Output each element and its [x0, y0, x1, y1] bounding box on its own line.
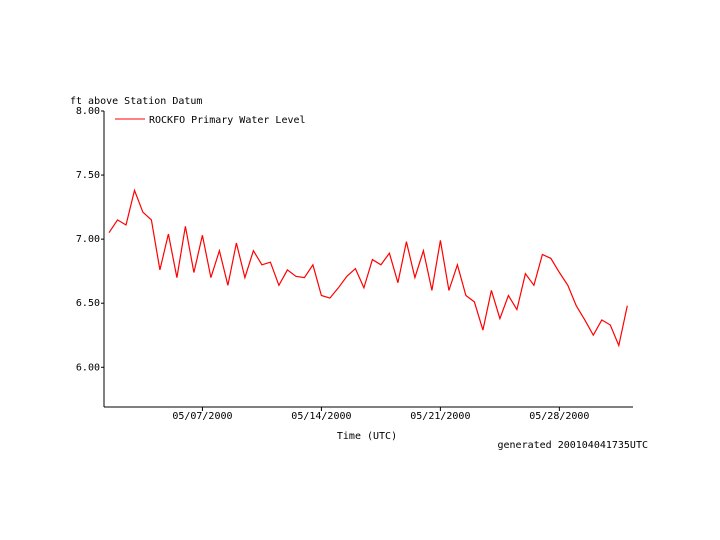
footer: generated 200104041735UTC	[497, 440, 648, 451]
x-axis-label: Time (UTC)	[337, 431, 397, 442]
y-tick-label: 7.00	[76, 234, 100, 245]
y-axis-label: ft above Station Datum	[70, 96, 202, 107]
y-tick-label: 6.00	[76, 362, 100, 373]
y-tick-label: 7.50	[76, 170, 100, 181]
x-tick-label: 05/14/2000	[291, 411, 351, 422]
x-tick-label: 05/07/2000	[172, 411, 232, 422]
data-line	[108, 188, 628, 348]
x-tick-label: 05/28/2000	[529, 411, 589, 422]
y-tick-label: 6.50	[76, 298, 100, 309]
legend-label: ROCKFO Primary Water Level	[149, 115, 306, 126]
x-tick-label: 05/21/2000	[410, 411, 470, 422]
y-tick-label: 8.00	[76, 106, 100, 117]
